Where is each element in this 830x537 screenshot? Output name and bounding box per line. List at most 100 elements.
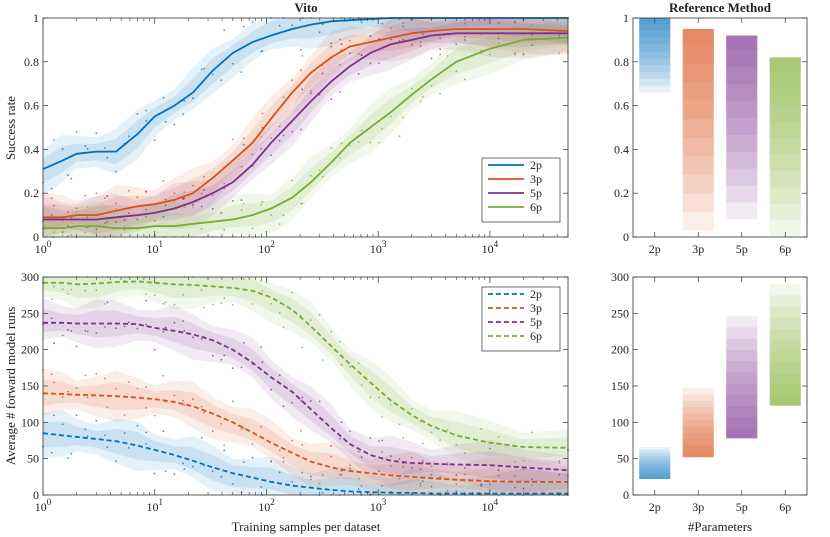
sample-dot-2p bbox=[61, 148, 64, 151]
range-bar-layer-6p bbox=[769, 351, 801, 406]
sample-dot-6p bbox=[192, 206, 194, 208]
title-vito: Vito bbox=[294, 0, 317, 15]
sample-dot-3p bbox=[310, 89, 312, 92]
band-6p bbox=[43, 277, 568, 469]
sample-dot-2p bbox=[127, 135, 130, 138]
sample-dot-2p bbox=[162, 96, 165, 99]
sample-dot-5p bbox=[136, 327, 139, 330]
sample-dot-3p bbox=[136, 196, 139, 199]
sample-dot-3p bbox=[61, 396, 64, 398]
sample-dot-3p bbox=[558, 460, 561, 462]
sample-dot-6p bbox=[357, 141, 360, 143]
sample-dot-6p bbox=[291, 179, 294, 182]
sample-dot-2p bbox=[164, 470, 167, 472]
sample-dot-5p bbox=[242, 341, 245, 344]
sample-dot-6p bbox=[318, 313, 321, 316]
sample-dot-3p bbox=[115, 202, 117, 205]
sample-dot-2p bbox=[446, 490, 449, 492]
x-tick-label-3p: 3p bbox=[692, 500, 704, 514]
sample-dot-6p bbox=[53, 231, 55, 234]
sample-dot-2p bbox=[340, 470, 343, 472]
sample-dot-2p bbox=[421, 480, 424, 482]
x-tick-base: 10 bbox=[35, 500, 47, 514]
range-bar-fill-2p bbox=[639, 18, 671, 93]
sample-dot-3p bbox=[231, 400, 234, 403]
sample-dot-3p bbox=[95, 192, 98, 195]
sample-dot-6p bbox=[497, 436, 500, 438]
sample-dot-6p bbox=[402, 436, 405, 439]
sample-dot-2p bbox=[67, 457, 69, 459]
sample-dot-5p bbox=[203, 189, 205, 191]
sample-dot-6p bbox=[242, 202, 245, 205]
sample-dot-3p bbox=[251, 153, 254, 156]
sample-dot-2p bbox=[192, 97, 194, 100]
sample-dot-5p bbox=[349, 52, 351, 55]
sample-dot-3p bbox=[86, 216, 89, 219]
sample-dot-2p bbox=[86, 147, 89, 150]
y-tick-label: 0.8 bbox=[24, 55, 39, 69]
band-2p bbox=[43, 410, 568, 495]
sample-dot-3p bbox=[410, 456, 413, 459]
sample-dot-2p bbox=[104, 147, 106, 149]
sample-dot-6p bbox=[480, 427, 483, 430]
range-bar-fill-3p bbox=[682, 388, 714, 458]
band-5p bbox=[43, 18, 568, 237]
y-tick-label: 0 bbox=[33, 488, 39, 502]
sample-dot-6p bbox=[300, 202, 302, 205]
sample-dot-6p bbox=[67, 293, 69, 295]
sample-dot-2p bbox=[240, 71, 243, 73]
sample-dot-6p bbox=[531, 24, 534, 26]
sample-dot-5p bbox=[497, 469, 500, 472]
sample-dot-3p bbox=[127, 189, 130, 192]
sample-dot-6p bbox=[480, 33, 483, 36]
sample-dot-5p bbox=[164, 326, 167, 329]
sample-dot-5p bbox=[50, 214, 53, 216]
range-bar-3p bbox=[682, 28, 714, 231]
sample-dot-6p bbox=[421, 442, 424, 445]
range-bar-layer-5p bbox=[726, 406, 758, 439]
sample-dot-2p bbox=[123, 432, 126, 435]
x-tick-exponent: 1 bbox=[158, 497, 163, 507]
range-bar-layer-6p bbox=[769, 57, 801, 72]
sample-dot-3p bbox=[106, 406, 109, 408]
sample-dot-2p bbox=[61, 423, 64, 426]
range-bar-layer-2p bbox=[639, 452, 671, 480]
band-3p bbox=[43, 18, 568, 230]
sample-dot-3p bbox=[123, 414, 126, 416]
sample-dot-6p bbox=[240, 209, 243, 211]
sample-dot-2p bbox=[439, 37, 441, 40]
sample-dot-3p bbox=[321, 474, 324, 476]
sample-dot-3p bbox=[251, 443, 254, 445]
range-bar-layer-5p bbox=[726, 338, 758, 439]
range-bar-layer-2p bbox=[639, 449, 671, 480]
sample-dot-5p bbox=[300, 128, 302, 131]
sample-dot-5p bbox=[360, 54, 363, 57]
sample-dot-5p bbox=[200, 205, 203, 208]
sample-dot-2p bbox=[50, 451, 53, 454]
sample-dot-5p bbox=[192, 336, 194, 339]
sample-dot-3p bbox=[86, 396, 89, 399]
y-tick-label: 150 bbox=[611, 379, 629, 393]
sample-dot-6p bbox=[381, 416, 384, 418]
sample-dot-3p bbox=[464, 22, 466, 25]
range-bar-layer-6p bbox=[769, 57, 801, 204]
x-tick-exponent: 1 bbox=[158, 239, 163, 249]
sample-dot-5p bbox=[220, 212, 223, 214]
sample-dot-2p bbox=[260, 486, 263, 488]
sample-dot-6p bbox=[522, 459, 525, 462]
sample-dot-5p bbox=[53, 342, 55, 345]
range-bar-5p bbox=[726, 35, 758, 220]
sample-dot-3p bbox=[291, 439, 294, 442]
sample-dot-3p bbox=[349, 39, 351, 42]
sample-dot-6p bbox=[104, 303, 106, 305]
sample-dot-2p bbox=[480, 484, 483, 487]
ylabel-success-rate: Success rate bbox=[3, 96, 18, 160]
sample-dot-2p bbox=[378, 470, 380, 473]
range-bar-layer-5p bbox=[726, 327, 758, 439]
sample-dot-2p bbox=[318, 31, 321, 34]
sample-dot-5p bbox=[61, 334, 64, 337]
sample-dot-6p bbox=[70, 234, 73, 236]
range-bar-fill-5p bbox=[726, 35, 758, 220]
axes-frame-vito-success bbox=[42, 17, 569, 238]
